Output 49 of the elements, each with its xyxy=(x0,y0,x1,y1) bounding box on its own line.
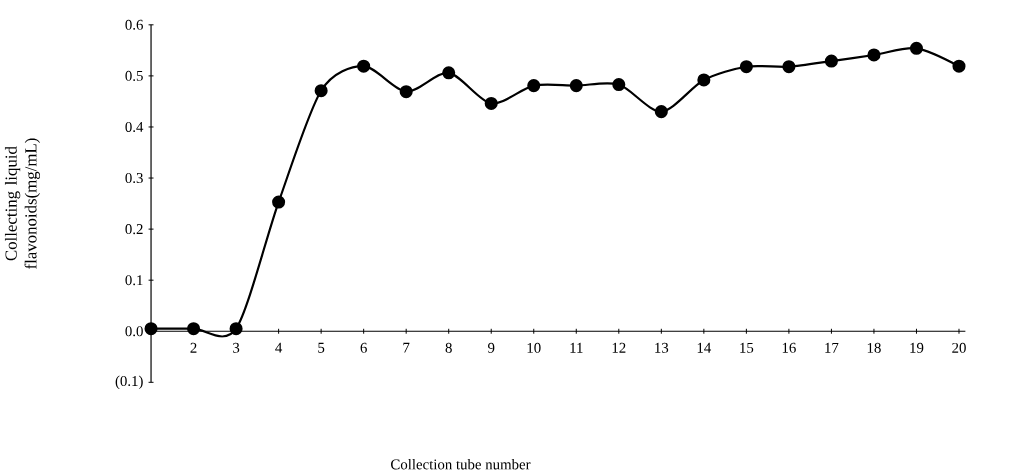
y-tick-label: 0.6 xyxy=(125,19,143,30)
point xyxy=(187,322,201,336)
x-tick-label: 10 xyxy=(527,342,541,353)
y-axis-title: Collecting liquid flavonoids(mg/mL) xyxy=(4,138,41,269)
point xyxy=(314,84,328,98)
y-tick-label: (0.1) xyxy=(115,375,143,389)
point xyxy=(952,59,966,73)
x-tick-label: 5 xyxy=(318,342,325,353)
x-tick-label: 4 xyxy=(275,342,283,353)
point xyxy=(654,104,668,119)
y-tick-label: 0.5 xyxy=(125,70,143,81)
x-tick-label: 15 xyxy=(740,342,754,353)
point xyxy=(867,48,881,62)
x-tick-label: 3 xyxy=(233,342,240,353)
x-tick-label: 7 xyxy=(403,342,410,353)
point xyxy=(229,322,243,336)
x-tick-label: 13 xyxy=(655,342,669,353)
x-tick-label: 17 xyxy=(825,342,839,353)
x-tick-label: 16 xyxy=(782,342,796,353)
point xyxy=(569,78,583,92)
x-tick-label: 20 xyxy=(952,342,966,353)
point xyxy=(484,96,498,110)
point xyxy=(909,41,923,55)
x-tick-label: 9 xyxy=(488,342,495,353)
x-tick-label: 8 xyxy=(445,342,452,353)
y-tick-label: 0.3 xyxy=(125,172,143,183)
y-tick-label: 0.2 xyxy=(125,223,143,234)
point xyxy=(399,85,413,99)
point xyxy=(144,322,158,336)
point xyxy=(272,195,286,209)
point xyxy=(442,66,456,80)
x-tick-label: 18 xyxy=(867,342,881,353)
x-tick-label: 2 xyxy=(190,342,197,353)
point xyxy=(612,77,626,91)
y-tick-label: 0.1 xyxy=(125,274,143,286)
x-tick-label: 12 xyxy=(612,342,626,353)
point xyxy=(782,60,796,74)
x-tick-label: 11 xyxy=(570,342,583,353)
y-tick-label: 0.0 xyxy=(125,326,143,337)
point xyxy=(739,60,753,74)
point xyxy=(357,59,371,73)
point xyxy=(824,54,838,68)
x-tick-label: 19 xyxy=(910,342,924,353)
point xyxy=(527,78,541,92)
x-tick-label: 14 xyxy=(697,342,712,353)
y-tick-label: 0.4 xyxy=(125,121,144,132)
point xyxy=(697,73,711,87)
x-tick-label: 6 xyxy=(360,342,367,353)
x-axis-title: Collection tube number xyxy=(391,458,531,470)
